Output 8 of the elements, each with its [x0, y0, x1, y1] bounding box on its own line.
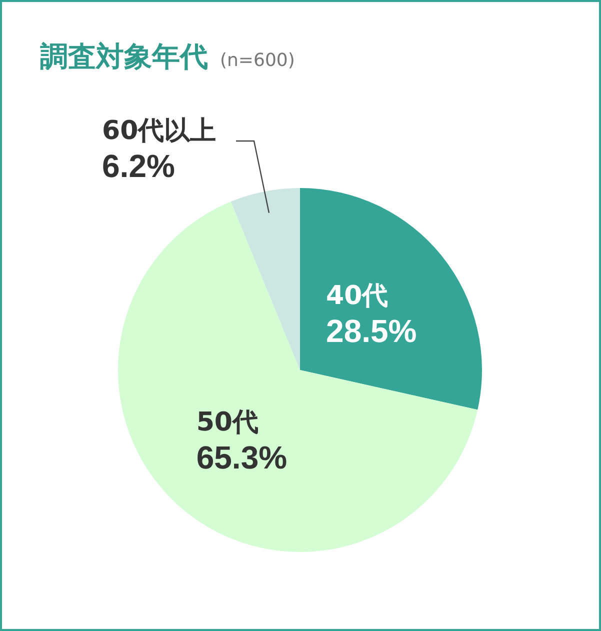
data-label: 65.3%	[196, 440, 288, 476]
slice-label: 40代	[326, 281, 388, 312]
chart-subtitle: (n=600)	[220, 50, 295, 71]
data-label: 28.5%	[326, 313, 417, 350]
slice-label: 60代以上	[102, 116, 216, 146]
data-label: 6.2%	[102, 148, 175, 184]
slice-label: 50代	[196, 408, 259, 438]
chart-title: 調査対象年代	[40, 40, 208, 73]
